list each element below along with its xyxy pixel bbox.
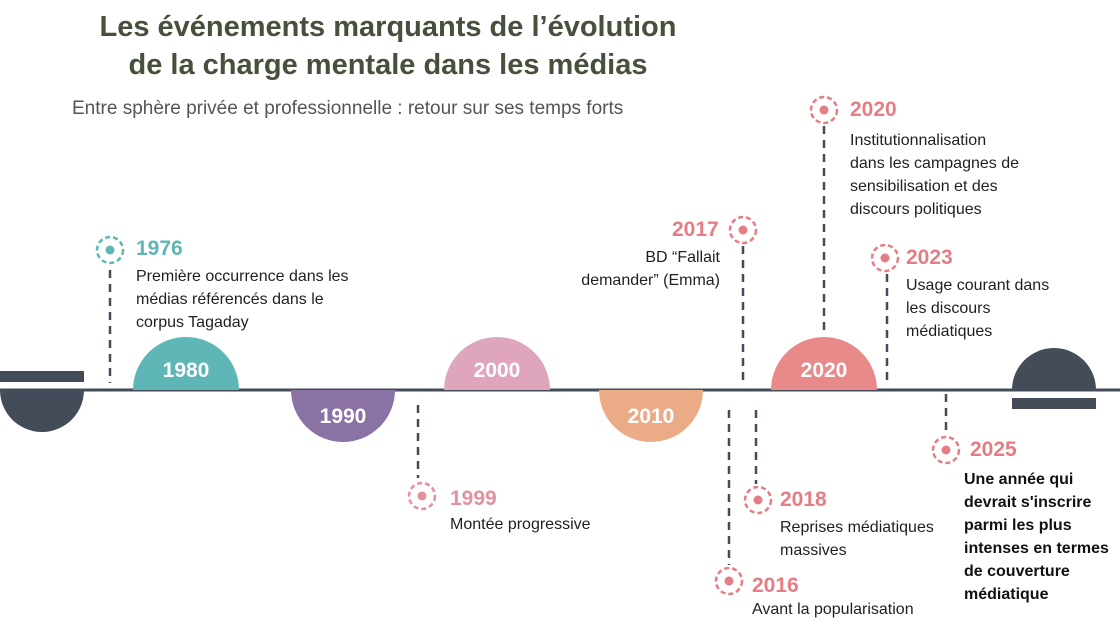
decade-2000-shape	[444, 337, 550, 390]
decade-label-2020: 2020	[800, 359, 848, 382]
target-icon	[95, 235, 125, 265]
event-text-line: sensibilisation et des	[850, 178, 998, 195]
decade-label-1990: 1990	[319, 405, 367, 428]
event-text-line: Une année qui	[964, 471, 1074, 488]
event-text-line: médiatiques	[906, 323, 993, 340]
decade-2020-shape	[771, 337, 877, 390]
event-year-2025: 2025	[970, 438, 1017, 461]
event-text-1999: Montée progressive	[450, 513, 591, 536]
event-text-line: devrait s'inscrire	[964, 494, 1092, 511]
event-text-line: de couverture	[964, 563, 1070, 580]
event-text-line: parmi les plus	[964, 517, 1072, 534]
start-cap-half	[0, 390, 84, 432]
event-year-2016: 2016	[752, 574, 799, 597]
start-cap-bar	[0, 371, 84, 382]
event-text-line: dans les campagnes de	[850, 155, 1019, 172]
event-text-line: Avant la popularisation	[752, 601, 914, 618]
end-cap-bar	[1012, 398, 1096, 409]
event-text-line: les discours	[906, 300, 991, 317]
event-text-line: corpus Tagaday	[136, 314, 249, 331]
event-text-2017: BD “Fallait demander” (Emma)	[548, 246, 720, 292]
event-year-2023: 2023	[906, 246, 953, 269]
event-text-line: BD “Fallait	[645, 249, 720, 266]
decade-label-2010: 2010	[627, 405, 675, 428]
event-text-2025: Une année qui devrait s'inscrire parmi l…	[964, 468, 1109, 606]
decade-2010-shape	[599, 390, 703, 442]
event-year-2017: 2017	[672, 218, 719, 241]
subtitle: Entre sphère privée et professionnelle :…	[72, 98, 624, 119]
event-text-2016: Avant la popularisation	[752, 598, 914, 621]
event-text-line: discours politiques	[850, 201, 982, 218]
target-icon	[743, 485, 773, 515]
target-icon	[407, 481, 437, 511]
event-text-line: Institutionnalisation	[850, 132, 987, 149]
event-text-2020: Institutionnalisation dans les campagnes…	[850, 129, 1019, 221]
title-line-2: de la charge mentale dans les médias	[128, 49, 648, 81]
event-text-line: Reprises médiatiques	[780, 519, 934, 536]
event-text-line: intenses en termes	[964, 540, 1109, 557]
title-line-1: Les événements marquants de l’évolution	[99, 11, 677, 43]
event-text-line: médiatique	[964, 586, 1049, 603]
event-text-line: Première occurrence dans les	[136, 268, 349, 285]
title-block: Les événements marquants de l’évolution …	[0, 8, 776, 84]
decade-label-2000: 2000	[473, 359, 521, 382]
target-icon	[728, 215, 758, 245]
event-year-1999: 1999	[450, 487, 497, 510]
decade-1990-shape	[291, 390, 395, 442]
decade-1980-shape	[133, 337, 239, 390]
event-text-2018: Reprises médiatiques massives	[780, 516, 934, 562]
decade-label-1980: 1980	[162, 359, 210, 382]
connector-lines	[108, 126, 948, 565]
event-text-2023: Usage courant dans les discours médiatiq…	[906, 274, 1049, 343]
event-text-1976: Première occurrence dans les médias réfé…	[136, 265, 349, 334]
end-cap-half	[1012, 348, 1096, 390]
target-icon	[809, 95, 839, 125]
event-text-line: demander” (Emma)	[581, 272, 720, 289]
target-icon	[931, 435, 961, 465]
target-icon	[870, 243, 900, 273]
event-year-1976: 1976	[136, 237, 183, 260]
target-icon	[714, 566, 744, 596]
event-text-line: médias référencés dans le	[136, 291, 324, 308]
event-text-line: massives	[780, 542, 847, 559]
event-text-line: Montée progressive	[450, 516, 591, 533]
event-year-2020: 2020	[850, 98, 897, 121]
event-text-line: Usage courant dans	[906, 277, 1050, 294]
event-year-2018: 2018	[780, 488, 827, 511]
